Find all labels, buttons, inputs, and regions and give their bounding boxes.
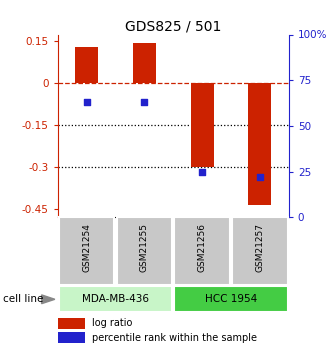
Point — [199, 169, 205, 175]
Point — [142, 99, 147, 105]
Text: MDA-MB-436: MDA-MB-436 — [82, 294, 149, 304]
Text: HCC 1954: HCC 1954 — [205, 294, 257, 304]
Bar — [174, 217, 230, 285]
Polygon shape — [42, 295, 55, 304]
Text: cell line: cell line — [3, 294, 44, 304]
Text: GSM21257: GSM21257 — [255, 223, 264, 272]
Bar — [248, 83, 271, 205]
Bar — [232, 217, 288, 285]
Point — [84, 99, 89, 105]
Title: GDS825 / 501: GDS825 / 501 — [125, 19, 221, 33]
Bar — [75, 47, 98, 83]
Bar — [133, 43, 156, 83]
Bar — [117, 217, 172, 285]
Text: GSM21255: GSM21255 — [140, 223, 149, 272]
Text: GSM21254: GSM21254 — [82, 223, 91, 272]
Point — [257, 174, 263, 180]
Bar — [191, 83, 214, 167]
Text: log ratio: log ratio — [92, 318, 133, 328]
Bar — [59, 286, 172, 313]
Bar — [59, 217, 114, 285]
Bar — [174, 286, 288, 313]
Text: percentile rank within the sample: percentile rank within the sample — [92, 333, 257, 343]
Bar — [58, 318, 85, 329]
Bar — [58, 332, 85, 344]
Text: GSM21256: GSM21256 — [198, 223, 207, 272]
